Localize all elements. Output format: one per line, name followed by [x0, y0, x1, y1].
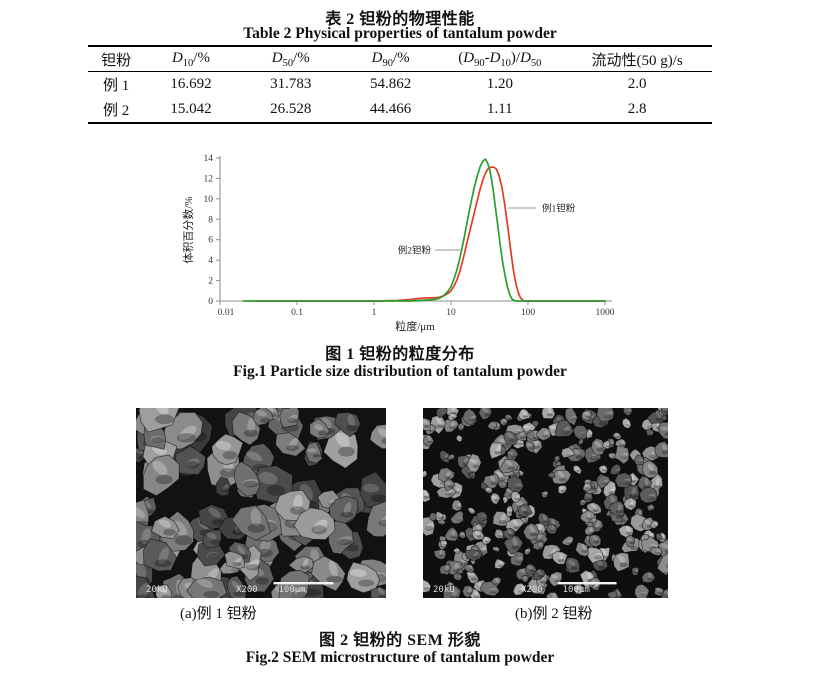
table-cell: 44.466 [370, 101, 412, 117]
sem-scale-bar [557, 582, 617, 585]
svg-text:4: 4 [208, 256, 213, 266]
sem-magnification-label: X200 [521, 585, 543, 595]
sem-scale-label: 100μm [563, 585, 590, 595]
table-cell: 1.20 [486, 76, 513, 92]
sem-a-label: (a)例 1 钽粉 [180, 606, 257, 622]
svg-text:12: 12 [204, 174, 214, 184]
fig2-caption-cn: 图 2 钽粉的 SEM 形貌 [319, 632, 481, 649]
fig1-caption-cn: 图 1 钽粉的粒度分布 [325, 346, 475, 363]
svg-text:8: 8 [208, 215, 213, 225]
sem-magnification-label: X200 [236, 585, 258, 595]
svg-text:0.1: 0.1 [291, 308, 303, 318]
sem-voltage-label: 20kU [433, 585, 455, 595]
fig1-caption-en: Fig.1 Particle size distribution of tant… [233, 363, 567, 380]
table-cell: 1.11 [486, 101, 513, 117]
table-cell: 例 1 [102, 78, 130, 94]
col-header: 钽粉 [101, 52, 132, 69]
table-cell: 16.692 [170, 76, 212, 92]
physical-properties-table: 钽粉 D10/% D50/% D90/% (D90-D10)/D50 流动性(50 g)/… [88, 45, 712, 124]
sem-image-example1: 20kU X200 100μm [136, 408, 386, 598]
table-cell: 31.783 [270, 76, 312, 92]
table-cell: 2.8 [627, 101, 647, 117]
table-body: 例 1 16.692 31.783 54.862 1.20 2.0 例 2 15.042 26.… [88, 72, 712, 124]
sem-image-example2: 20kU X200 100μm [423, 408, 668, 598]
col-header: D50/% [271, 49, 310, 69]
svg-text:6: 6 [208, 236, 213, 246]
series-curve-1 [255, 166, 606, 302]
col-header: 流动性(50 g)/s [591, 52, 683, 69]
sem-voltage-label: 20kU [146, 585, 168, 595]
table-cell: 例 2 [102, 103, 130, 119]
table-row: 例 1 16.692 31.783 54.862 1.20 2.0 [88, 72, 712, 98]
svg-text:2: 2 [208, 277, 213, 287]
table-cell: 26.528 [270, 101, 312, 117]
series-annotation: 例1钽粉 [542, 203, 576, 215]
col-header: (D90-D10)/D50 [458, 49, 542, 69]
chart-canvas: 0 2 4 6 8 10 12 14 0.01 0.1 1 10 100 1000 粒度/μm 体积百分数/%… [181, 154, 615, 333]
sem-scale-bar [273, 582, 334, 585]
series-curve-2 [242, 158, 606, 302]
svg-text:0.01: 0.01 [218, 308, 235, 318]
svg-text:10: 10 [446, 308, 456, 318]
x-axis-label: 粒度/μm [395, 319, 435, 333]
svg-text:100: 100 [521, 308, 536, 318]
svg-text:0: 0 [208, 297, 213, 307]
series-annotation: 例2钽粉 [398, 245, 432, 257]
table-cell: 15.042 [170, 101, 212, 117]
table-cell: 2.0 [627, 76, 647, 92]
svg-text:1: 1 [372, 308, 377, 318]
svg-text:10: 10 [204, 195, 214, 205]
svg-text:14: 14 [204, 154, 214, 164]
table2-title-cn: 表 2 钽粉的物理性能 [325, 11, 475, 28]
sem-b-label: (b)例 2 钽粉 [515, 606, 593, 622]
table-cell: 54.862 [370, 76, 412, 92]
table-header-row: 钽粉 D10/% D50/% D90/% (D90-D10)/D50 流动性(50 g)/… [88, 46, 712, 72]
y-axis-label: 体积百分数/% [181, 196, 195, 263]
fig2-caption-en: Fig.2 SEM microstructure of tantalum pow… [245, 649, 555, 666]
svg-text:1000: 1000 [596, 308, 615, 318]
table-row: 例 2 15.042 26.528 44.466 1.11 2.8 [88, 97, 712, 123]
table2-title-en: Table 2 Physical properties of tantalum … [243, 25, 557, 42]
col-header: D90/% [371, 49, 410, 69]
col-header: D10/% [171, 49, 210, 69]
sem-scale-label: 100μm [279, 585, 306, 595]
particle-size-distribution-chart: 0 2 4 6 8 10 12 14 0.01 0.1 1 10 100 1000 粒度/μm 体积百分数/%… [150, 148, 640, 343]
